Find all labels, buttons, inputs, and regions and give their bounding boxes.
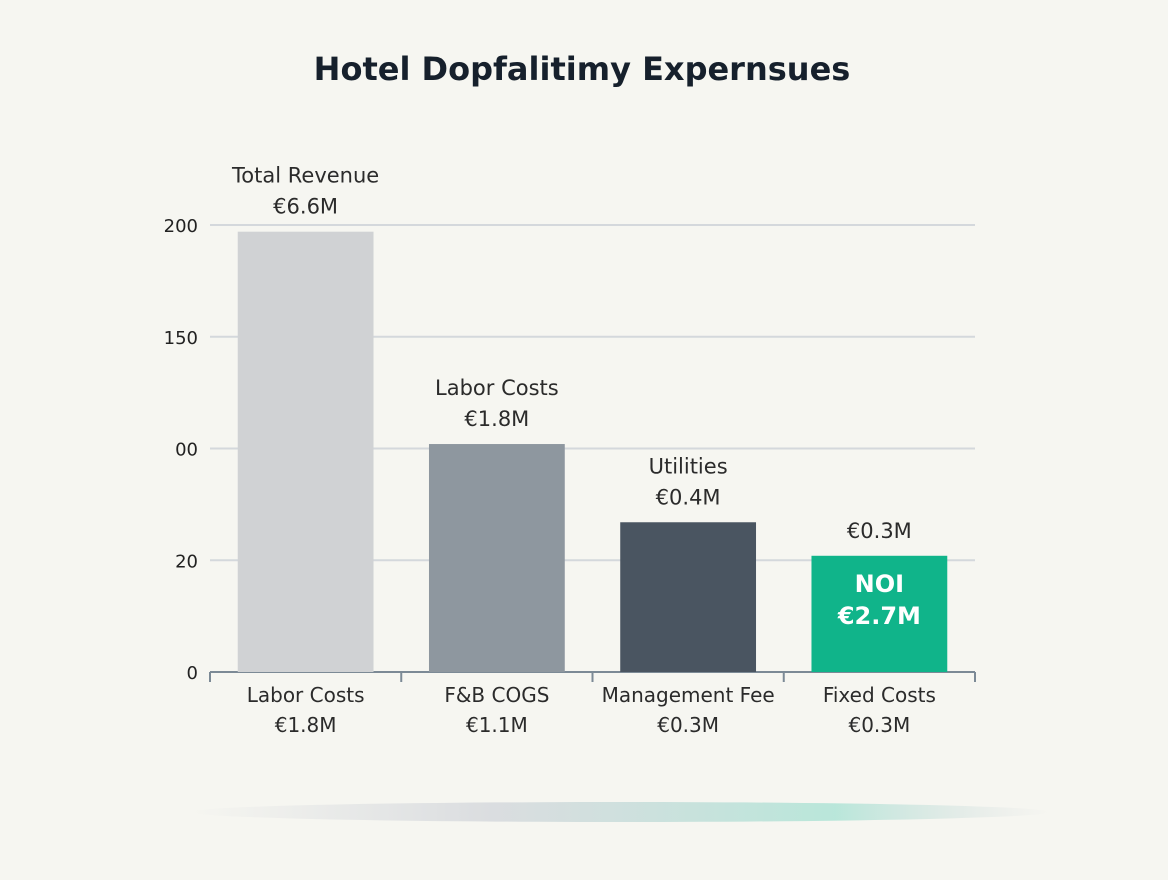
y-tick-label: 00 — [175, 440, 198, 461]
bar-annotation: €0.4M — [656, 485, 721, 509]
bar — [811, 555, 948, 672]
bar-annotation: €6.6M — [273, 195, 338, 219]
y-tick-label: 200 — [164, 216, 198, 237]
category-label: Fixed Costs — [823, 683, 936, 707]
bar-annotation: Utilities — [649, 454, 728, 478]
bar-annotation: €0.3M — [847, 519, 912, 543]
floor-shadow — [190, 802, 1050, 822]
chart-title: Hotel Dopfalitimy Expernsues — [314, 50, 851, 88]
category-value-label: €0.3M — [848, 713, 910, 737]
bar-annotation: Labor Costs — [435, 376, 559, 400]
category-value-label: €0.3M — [657, 713, 719, 737]
category-value-label: €1.8M — [275, 713, 337, 737]
y-tick-label: 0 — [187, 663, 198, 684]
bar — [620, 522, 757, 672]
labels: Labor Costs €1.8M Total Revenue €6.6M F&B CO… — [231, 164, 936, 737]
y-tick-label: 150 — [164, 328, 198, 349]
category-label: Labor Costs — [247, 683, 365, 707]
category-value-label: €1.1M — [466, 713, 528, 737]
bar-inside-label: NOI — [855, 570, 904, 598]
category-label: Management Fee — [602, 683, 775, 707]
category-label: F&B COGS — [444, 683, 549, 707]
bar — [428, 444, 565, 672]
bar-annotation: Total Revenue — [231, 164, 379, 188]
y-tick-label: 20 — [175, 551, 198, 572]
bar — [237, 231, 374, 672]
bars — [237, 231, 948, 672]
bar-inside-label: €2.7M — [837, 602, 921, 630]
bar-annotation: €1.8M — [464, 407, 529, 431]
